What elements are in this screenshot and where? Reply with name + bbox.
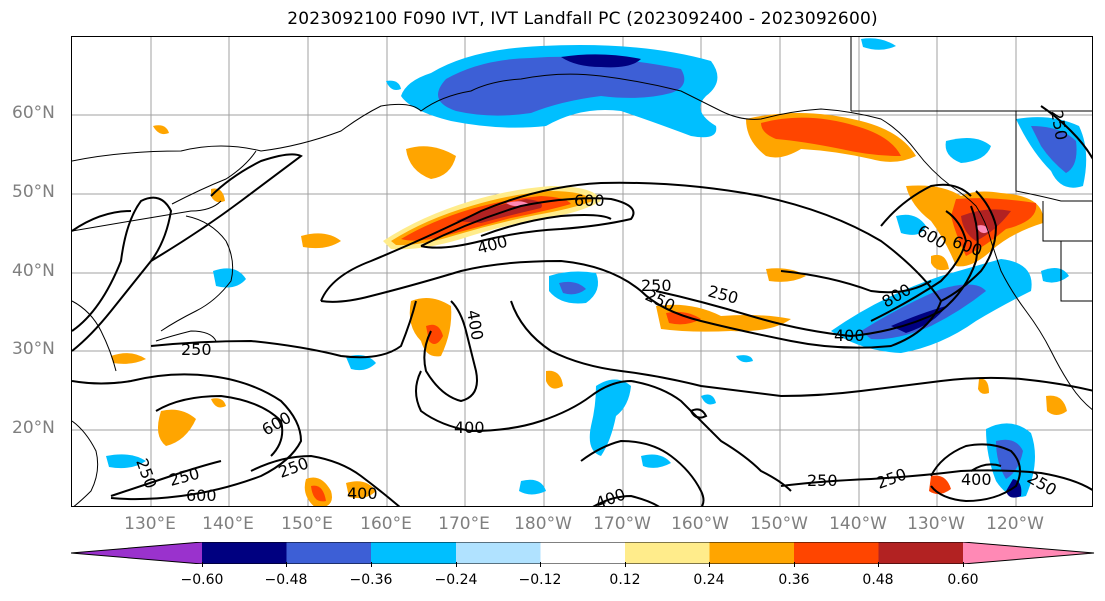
lon-label-140e: 140°E [202, 514, 254, 534]
map-panel: 600 400 400 250 250 250 600 800 400 250 … [71, 36, 1093, 507]
contour-label: 250 [276, 453, 311, 481]
colorbar-tick-label: 0.48 [862, 572, 894, 588]
colorbar-swatch [456, 542, 541, 564]
colorbar-tick-label: −0.48 [264, 572, 308, 588]
lat-label-50n: 50°N [12, 182, 55, 202]
colorbar-tick [794, 562, 795, 567]
colorbar-swatch [286, 542, 371, 564]
contour-label: 400 [347, 484, 378, 503]
lon-label-130e: 130°E [124, 514, 176, 534]
lat-label-20n: 20°N [12, 418, 55, 438]
colorbar-tick [709, 562, 710, 567]
contour-label: 400 [475, 232, 509, 258]
colorbar-tick [286, 562, 287, 567]
map-title: 2023092100 F090 IVT, IVT Landfall PC (20… [287, 9, 878, 29]
colorbar-swatch [625, 542, 710, 564]
coastlines [72, 37, 1092, 506]
colorbar-tick-label: 0.60 [947, 572, 979, 588]
contour-label: 250 [641, 276, 672, 295]
colorbar-tick-label: −0.60 [180, 572, 224, 588]
colorbar-tick-label: −0.24 [434, 572, 478, 588]
contour-label: 250 [807, 471, 838, 490]
lon-label-160w: 160°W [671, 514, 729, 534]
colorbar-tick [371, 562, 372, 567]
lon-label-130w: 130°W [907, 514, 965, 534]
lat-label-30n: 30°N [12, 339, 55, 359]
colorbar-tick [963, 562, 964, 567]
colorbar-tick-label: −0.36 [349, 572, 393, 588]
lon-label-170w: 170°W [593, 514, 651, 534]
lon-label-150e: 150°E [281, 514, 333, 534]
colorbar-swatch [371, 542, 456, 564]
contour-label: 600 [186, 486, 217, 505]
contour-label: 400 [834, 326, 865, 345]
colorbar-tick-label: 0.36 [778, 572, 810, 588]
colorbar-tick-label: −0.12 [518, 572, 562, 588]
negative-anomaly-fields [106, 38, 1087, 498]
colorbar-swatch [202, 542, 287, 564]
colorbar-swatch [709, 542, 794, 564]
colorbar-tick-label: 0.24 [693, 572, 725, 588]
contour-label: 400 [961, 470, 992, 489]
colorbar-swatch [794, 542, 879, 564]
ivt-map: 600 400 400 250 250 250 600 800 400 250 … [72, 37, 1092, 507]
lon-label-140w: 140°W [829, 514, 887, 534]
positive-anomaly-fields [111, 112, 1067, 506]
colorbar-extend-high [963, 542, 1094, 564]
colorbar-tick [540, 562, 541, 567]
contour-label: 400 [593, 484, 628, 507]
lon-label-120w: 120°W [986, 514, 1044, 534]
contour-label: 250 [874, 464, 909, 492]
colorbar-extend-low [71, 542, 202, 564]
contour-label: 600 [574, 191, 605, 210]
lat-label-40n: 40°N [12, 261, 55, 281]
lon-label-160e: 160°E [360, 514, 412, 534]
colorbar-tick [878, 562, 879, 567]
colorbar-tick [202, 562, 203, 567]
contour-label: 600 [259, 408, 295, 440]
ivt-contours [72, 105, 1092, 506]
contour-label: 250 [132, 456, 160, 491]
lon-label-180w: 180°W [514, 514, 572, 534]
colorbar-swatch [878, 542, 963, 564]
lon-label-150w: 150°W [750, 514, 808, 534]
colorbar-swatch [540, 542, 625, 564]
colorbar-tick [625, 562, 626, 567]
colorbar [71, 542, 1095, 564]
lon-label-170e: 170°E [438, 514, 490, 534]
colorbar-tick-label: 0.12 [609, 572, 641, 588]
colorbar-tick [456, 562, 457, 567]
contour-label: 250 [181, 340, 212, 359]
contour-label: 400 [454, 418, 485, 437]
lat-label-60n: 60°N [12, 103, 55, 123]
